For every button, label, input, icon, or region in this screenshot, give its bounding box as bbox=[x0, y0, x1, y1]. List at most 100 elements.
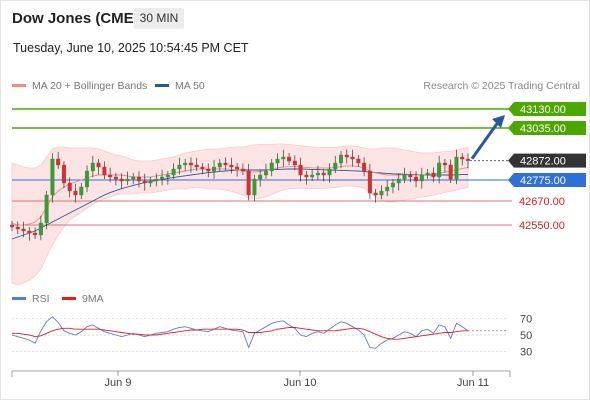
candle-body bbox=[56, 158, 61, 166]
legend-swatch-ma20 bbox=[12, 83, 26, 87]
candle-body bbox=[425, 172, 430, 176]
level-label: 42775.00 bbox=[520, 175, 566, 187]
candle-body bbox=[460, 156, 465, 160]
legend-item-ma20: MA 20 + Bollinger Bands bbox=[12, 80, 147, 92]
candle-body bbox=[379, 190, 384, 196]
candle-body bbox=[223, 162, 228, 166]
candle-body bbox=[414, 176, 419, 182]
candle-body bbox=[292, 160, 297, 166]
level-badge bbox=[514, 153, 586, 168]
candle-body bbox=[454, 156, 459, 180]
chart-header: Dow Jones (CME) 30 MIN bbox=[0, 0, 590, 38]
candle-body bbox=[431, 172, 436, 178]
candle-body bbox=[263, 170, 268, 176]
rsi-series-RSI bbox=[11, 316, 469, 349]
rsi-series-9MA bbox=[12, 327, 468, 340]
candle-body bbox=[333, 162, 338, 170]
candle-body bbox=[21, 228, 26, 232]
level-label: 43035.00 bbox=[520, 123, 566, 135]
candle-body bbox=[350, 156, 355, 160]
candle-body bbox=[73, 190, 78, 196]
candle-body bbox=[217, 162, 222, 168]
candle-body bbox=[108, 174, 113, 178]
candle-body bbox=[212, 166, 217, 172]
x-axis-label: Jun 9 bbox=[105, 377, 132, 389]
candle-body bbox=[385, 186, 390, 192]
candle-body bbox=[96, 162, 101, 168]
candle-body bbox=[408, 174, 413, 178]
candle-body bbox=[171, 168, 176, 176]
candle-body bbox=[466, 158, 471, 161]
candle-body bbox=[200, 166, 205, 170]
legend-label-ma20: MA 20 + Bollinger Bands bbox=[32, 80, 148, 92]
candle-body bbox=[33, 232, 38, 236]
candle-body bbox=[402, 174, 407, 180]
candle-body bbox=[344, 154, 349, 158]
candle-body bbox=[396, 178, 401, 184]
candle-body bbox=[235, 166, 240, 170]
legend-label-9ma: 9MA bbox=[82, 293, 104, 305]
candle-body bbox=[148, 180, 153, 184]
level-badge bbox=[514, 173, 586, 187]
candle-body bbox=[304, 174, 309, 178]
candle-body bbox=[194, 164, 199, 168]
candle-body bbox=[321, 172, 326, 176]
legend-swatch-ma50 bbox=[155, 83, 169, 87]
candle-body bbox=[315, 172, 320, 176]
candle-body bbox=[298, 164, 303, 176]
instrument-title: Dow Jones (CME) bbox=[12, 10, 139, 27]
legend-item-rsi: RSI bbox=[12, 293, 50, 305]
candle-body bbox=[142, 180, 147, 184]
candle-body bbox=[177, 164, 182, 170]
candle-body bbox=[9, 224, 14, 228]
candle-body bbox=[269, 162, 274, 172]
candle-body bbox=[67, 182, 72, 192]
candle-body bbox=[229, 164, 234, 168]
candle-body bbox=[362, 162, 367, 172]
level-badge-tip bbox=[508, 121, 514, 135]
candle-body bbox=[90, 162, 95, 172]
candle-body bbox=[367, 170, 372, 194]
candle-body bbox=[390, 182, 395, 188]
candle-body bbox=[183, 162, 188, 166]
level-badge-tip bbox=[508, 153, 514, 168]
candle-body bbox=[448, 164, 453, 180]
level-label: 42872.00 bbox=[520, 156, 566, 168]
candle-body bbox=[119, 178, 124, 182]
forecast-arrow-shaft bbox=[470, 120, 501, 160]
candle-body bbox=[125, 178, 130, 182]
credit-label: Research © 2025 Trading Central bbox=[423, 80, 580, 92]
candle-body bbox=[442, 162, 447, 166]
candle-body bbox=[44, 194, 49, 224]
candle-body bbox=[275, 158, 280, 164]
legend-item-9ma: 9MA bbox=[62, 293, 104, 305]
candle-body bbox=[131, 176, 136, 180]
level-label: 42670.00 bbox=[519, 196, 565, 208]
candle-body bbox=[136, 176, 141, 182]
candle-body bbox=[356, 158, 361, 164]
level-label: 42550.00 bbox=[519, 220, 565, 232]
level-badge bbox=[514, 102, 586, 116]
candle-body bbox=[38, 222, 43, 236]
candle-body bbox=[160, 176, 165, 180]
candle-body bbox=[85, 170, 90, 188]
timeframe-badge[interactable]: 30 MIN bbox=[134, 8, 184, 29]
candle-body bbox=[246, 170, 251, 196]
level-label: 43130.00 bbox=[520, 104, 566, 116]
candle-body bbox=[154, 178, 159, 182]
candle-body bbox=[102, 166, 107, 176]
candle-body bbox=[165, 174, 170, 178]
candle-body bbox=[15, 226, 20, 230]
rsi-tick-label: 70 bbox=[520, 313, 532, 325]
candle-body bbox=[339, 154, 344, 164]
timestamp-label: Tuesday, June 10, 2025 10:54:45 PM CET bbox=[13, 41, 249, 55]
bollinger-band bbox=[11, 143, 469, 286]
level-badge bbox=[514, 121, 586, 135]
legend-label-rsi: RSI bbox=[32, 293, 50, 305]
candle-body bbox=[27, 230, 32, 234]
legend-swatch-9ma bbox=[62, 296, 76, 300]
candle-body bbox=[252, 178, 257, 196]
candle-body bbox=[50, 158, 55, 196]
rsi-tick-label: 30 bbox=[520, 347, 532, 359]
